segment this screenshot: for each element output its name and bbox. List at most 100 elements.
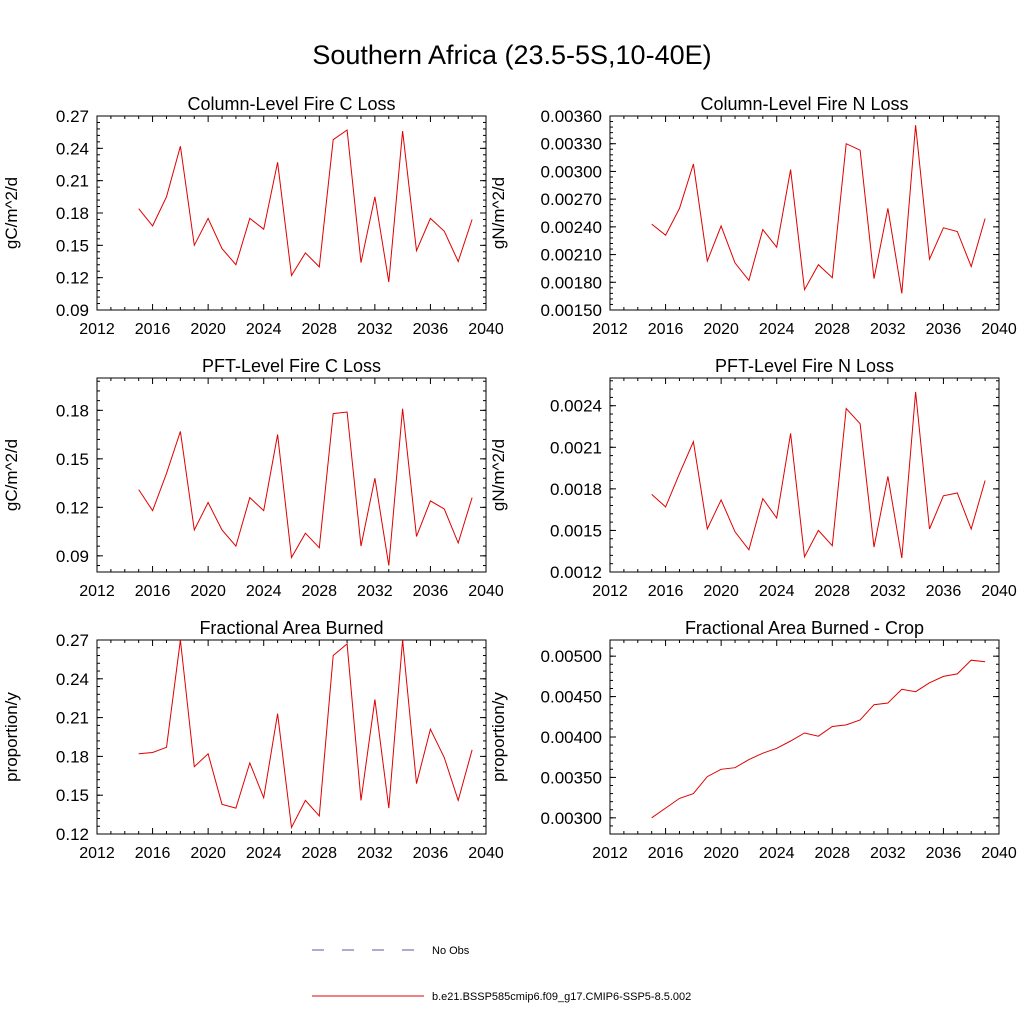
y-tick-label: 0.00300: [541, 162, 602, 181]
x-tick-label: 2012: [79, 583, 115, 600]
y-tick-label: 0.00300: [541, 809, 602, 828]
y-tick-label: 0.0015: [550, 521, 602, 540]
series-line: [138, 408, 473, 566]
chart-title: Fractional Area Burned - Crop: [685, 618, 924, 638]
chart-panel-2: Column-Level Fire N Loss 2012 2016 2020 2024…: [489, 94, 1017, 338]
x-tick-label: 2036: [413, 583, 449, 600]
y-tick-label: 0.24: [56, 670, 89, 689]
x-tick-label: 2028: [301, 583, 337, 600]
y-tick-label: 0.0012: [550, 563, 602, 582]
y-tick-label: 0.12: [56, 825, 89, 844]
legend-label: b.e21.BSSP585cmip6.f09_g17.CMIP6-SSP5-8.…: [432, 991, 691, 1003]
x-tick-label: 2020: [190, 845, 226, 862]
chart-title: PFT-Level Fire N Loss: [715, 356, 894, 376]
x-tick-label: 2024: [759, 583, 795, 600]
plot-frame: [96, 377, 487, 573]
plot-frame: [96, 639, 487, 835]
y-tick-label: 0.00350: [541, 768, 602, 787]
series-line: [651, 125, 986, 294]
y-tick-label: 0.15: [56, 450, 89, 469]
x-tick-label: 2024: [759, 321, 795, 338]
plot-frame: [609, 377, 1000, 573]
x-tick-label: 2032: [870, 845, 906, 862]
x-tick-label: 2024: [246, 583, 282, 600]
x-tick-label: 2028: [814, 583, 850, 600]
y-tick-label: 0.12: [56, 269, 89, 288]
x-tick-label: 2020: [703, 583, 739, 600]
x-tick-label: 2020: [703, 321, 739, 338]
x-tick-label: 2040: [981, 845, 1017, 862]
y-tick-label: 0.12: [56, 498, 89, 517]
y-axis-label: gC/m^2/d: [2, 177, 21, 249]
chart-panel-3: PFT-Level Fire C Loss 2012 2016 2020 2024 202…: [2, 356, 504, 600]
y-axis-label: gN/m^2/d: [489, 439, 508, 511]
y-tick-label: 0.24: [56, 139, 89, 158]
series-line: [651, 659, 986, 819]
x-tick-label: 2036: [926, 321, 962, 338]
x-tick-label: 2032: [357, 321, 393, 338]
x-tick-label: 2032: [870, 321, 906, 338]
x-tick-label: 2040: [468, 321, 504, 338]
x-tick-label: 2012: [79, 321, 115, 338]
x-tick-label: 2020: [190, 321, 226, 338]
x-tick-label: 2016: [135, 845, 171, 862]
y-tick-label: 0.00500: [541, 647, 602, 666]
chart-title: Fractional Area Burned: [199, 618, 383, 638]
series-line: [651, 391, 986, 559]
y-tick-label: 0.18: [56, 204, 89, 223]
x-tick-label: 2016: [135, 583, 171, 600]
x-tick-label: 2028: [301, 321, 337, 338]
y-tick-label: 0.09: [56, 301, 89, 320]
x-tick-label: 2028: [301, 845, 337, 862]
y-tick-label: 0.09: [56, 547, 89, 566]
y-tick-label: 0.00360: [541, 107, 602, 126]
series-line: [138, 129, 473, 283]
plot-frame: [96, 115, 487, 311]
x-tick-label: 2024: [759, 845, 795, 862]
x-tick-label: 2028: [814, 845, 850, 862]
x-tick-label: 2012: [592, 583, 628, 600]
y-tick-label: 0.18: [56, 401, 89, 420]
y-axis-label: gC/m^2/d: [2, 439, 21, 511]
x-tick-label: 2024: [246, 321, 282, 338]
y-axis-label: proportion/y: [2, 692, 21, 782]
y-tick-label: 0.21: [56, 709, 89, 728]
x-tick-label: 2028: [814, 321, 850, 338]
y-tick-label: 0.0021: [550, 438, 602, 457]
x-tick-label: 2012: [79, 845, 115, 862]
series-line: [138, 639, 473, 830]
x-tick-label: 2016: [648, 583, 684, 600]
chart-title: Column-Level Fire C Loss: [187, 94, 395, 114]
x-tick-label: 2020: [703, 845, 739, 862]
y-tick-label: 0.15: [56, 786, 89, 805]
y-tick-label: 0.00270: [541, 190, 602, 209]
legend-label: No Obs: [432, 945, 470, 957]
chart-panel-1: Column-Level Fire C Loss 2012 2016 2020 2024…: [2, 94, 504, 338]
y-tick-label: 0.27: [56, 107, 89, 126]
y-tick-label: 0.00450: [541, 688, 602, 707]
y-tick-label: 0.00180: [541, 273, 602, 292]
chart-panel-4: PFT-Level Fire N Loss 2012 2016 2020 2024 202…: [489, 356, 1017, 600]
chart-panel-6: Fractional Area Burned - Crop 2012 2016 202…: [489, 618, 1017, 862]
x-tick-label: 2016: [135, 321, 171, 338]
chart-panel-5: Fractional Area Burned 2012 2016 2020 2024 20…: [2, 618, 504, 862]
y-tick-label: 0.0024: [550, 397, 602, 416]
y-tick-label: 0.27: [56, 631, 89, 650]
legend: No Obs b.e21.BSSP585cmip6.f09_g17.CMIP6-S…: [312, 945, 691, 1003]
x-tick-label: 2040: [468, 845, 504, 862]
y-tick-label: 0.00210: [541, 246, 602, 265]
y-tick-label: 0.18: [56, 747, 89, 766]
x-tick-label: 2016: [648, 321, 684, 338]
x-tick-label: 2036: [413, 845, 449, 862]
y-axis-label: gN/m^2/d: [489, 177, 508, 249]
y-tick-label: 0.00240: [541, 218, 602, 237]
plot-frame: [609, 639, 1000, 835]
x-tick-label: 2032: [357, 583, 393, 600]
y-axis-label: proportion/y: [489, 692, 508, 782]
x-tick-label: 2020: [190, 583, 226, 600]
y-tick-label: 0.21: [56, 172, 89, 191]
x-tick-label: 2036: [926, 845, 962, 862]
y-tick-label: 0.00400: [541, 728, 602, 747]
x-tick-label: 2040: [981, 321, 1017, 338]
